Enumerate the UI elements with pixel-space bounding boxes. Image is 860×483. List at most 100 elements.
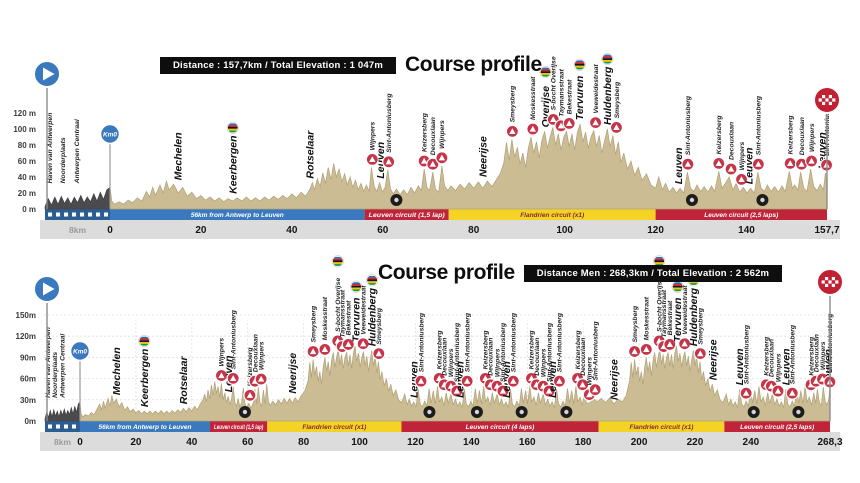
km0-badge [99,123,121,145]
rainbow-stripe [540,69,551,72]
rainbow-stripe [139,338,150,341]
climb-label: Bekestraat [567,79,574,114]
climb-label: S-bocht Overijse [551,56,558,110]
rainbow-stripe [332,258,343,261]
circuit-bar [448,209,656,220]
climb-label: Sint-Antoniusberg [790,324,797,384]
landmark-label: Leuven [780,348,792,385]
landmark-label: Tervuren [672,298,684,343]
climb-label: Wijnpers [540,348,547,377]
y-tick-label: 0m [24,417,36,426]
climb-icon-glyph [229,375,237,381]
chart-title-men: Course profile [378,261,515,284]
y-tick-label: 60 m [18,157,36,166]
climb-icon-glyph [509,128,516,134]
neutral-zone-bar [45,209,110,220]
black-ring-center [394,197,399,203]
climb-icon-glyph [684,161,692,167]
circuit-bar-label: Flandrien circuit (x1) [520,212,584,219]
black-ring-center [751,409,756,415]
climb-label: Sint-Antoniusberg [511,312,518,372]
climb-icon-glyph [715,160,722,166]
climb-icon-glyph [774,387,782,394]
x-tick-label: 100 [351,437,368,448]
climb-icon-glyph [742,390,750,396]
climb-label: Smeysberg [510,85,517,122]
checker-square [822,101,826,105]
landmark-label: Leuven [409,361,421,398]
climb-icon-glyph [453,387,461,394]
play-icon-glyph [43,67,55,81]
neutral-dash [48,424,52,429]
climb-label: Smeysberg [614,81,621,118]
climb-label: Veeweidestraat [682,285,689,335]
climb-icon-glyph [359,340,367,347]
rainbow-stripe [654,260,665,263]
landmark-label: Mechelen [111,347,123,395]
climb-label: Wijnpers [219,338,226,367]
circuit-bar [80,421,210,432]
climb-icon-glyph [631,348,638,355]
climb-label: Sint-Antoniusberg [464,312,471,372]
climb-icon-glyph [666,341,674,348]
neutral-dash [64,424,68,429]
y-tick-label: 120m [16,332,36,341]
distance-box-men: Distance Men : 268,3km / Total Elevation… [523,264,783,282]
x-tick-label: 160 [519,437,536,448]
climb-label: Moskesstraat [530,76,537,120]
rainbow-stripe [688,283,699,285]
climb-label: Sint-Antoniusberg [685,95,692,155]
rainbow-stripe [574,65,585,68]
rainbow-stripe [574,62,585,64]
climb-icon-glyph [681,340,688,347]
climb-label: Keizersberg [247,347,254,387]
rainbow-stripe [351,289,362,292]
climb-label: Wijnpers [494,348,501,377]
circuit-bar-label: Flandrien circuit (x1) [629,424,693,431]
rainbow-stripe [139,340,150,343]
checker-square [828,280,832,284]
x-tick-label: 120 [647,225,664,236]
climb-label: Decouxlaan [769,339,776,377]
climb-icon-glyph [463,377,471,384]
circuit-bar [267,421,402,432]
profile-area [79,346,831,422]
x-tick-label: 0 [107,225,113,236]
neutral-distance-label: 8km [69,225,86,235]
landmark-label: Huldenberg [367,287,379,346]
circuit-bar [724,421,830,432]
rainbow-stripe [227,127,238,129]
landmark-label: Leuven [455,361,467,398]
rainbow-stripe [139,342,150,344]
circuit-bar-label: Flandrien circuit (x1) [302,424,366,431]
x-tick-label: 80 [298,437,310,448]
neutral-dash [96,212,100,217]
climb-label: Sint-Antoniusberg [230,309,237,369]
checker-square [825,277,829,281]
landmark-label: Leuven [501,361,513,398]
km0-label: Km0 [103,131,117,138]
y-tick-label: 20 m [18,189,36,198]
climb-icon-glyph [420,157,428,164]
climb-label: Sint-Antoniusberg [454,322,461,382]
checker-square [822,95,826,99]
black-ring-center [427,409,432,415]
rainbow-stripe [654,258,665,261]
climb-icon-glyph [727,165,735,172]
climb-label: Sint-Antoniusberg [418,312,425,372]
climb-label: Moskesstraat [644,296,651,340]
landmark-label: Leuven [547,361,559,398]
climb-label: Veeweidestraat [593,64,600,114]
circuit-bar-label: Leuven circuit (2,5 laps) [704,212,778,219]
landmark-label: Tervuren [574,76,586,121]
climb-icon-glyph [566,120,573,126]
climb-label: Antwerpen Centraal [74,119,81,184]
landmark-label: Huldenberg [602,66,614,125]
climb-icon-glyph [321,346,329,352]
climb-icon-glyph [789,390,796,396]
circuit-bar [110,209,365,220]
checker-square [831,277,835,281]
black-ring-center [564,409,569,415]
distance-box-women: Distance : 157,7km / Total Elevation : 1… [160,56,396,74]
neutral-dash [48,212,52,217]
